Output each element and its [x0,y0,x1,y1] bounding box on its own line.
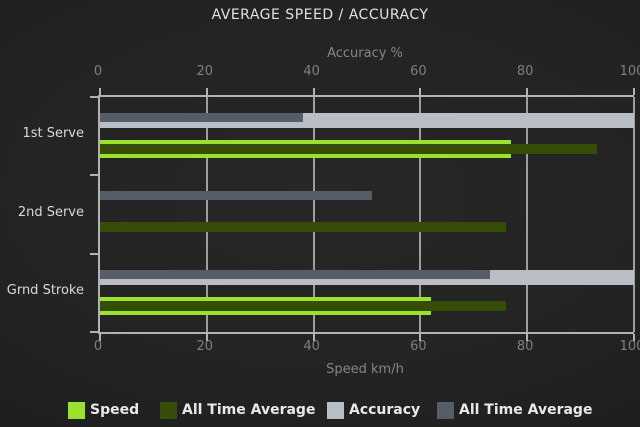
bar-speed-all-time [100,144,597,154]
speed-all-time-average-swatch-icon [160,402,177,419]
top-axis-tick [205,88,208,95]
top-axis-tick-label: 100 [619,64,640,79]
bottom-axis-tick [633,334,635,341]
bar-accuracy-all-time [100,269,490,279]
legend-item-accuracy[interactable]: Accuracy [327,402,420,419]
speed-swatch-icon [68,402,85,419]
legend-item-speed[interactable]: Speed [68,402,139,419]
category-row [100,175,634,253]
bottom-axis-tick [312,334,315,341]
bottom-axis-tick-label: 100 [619,339,640,354]
category-label: 2nd Serve [17,204,84,220]
top-axis-tick [526,88,529,95]
legend-label: All Time Average [459,402,593,418]
category-row [100,254,634,332]
legend-item-accuracy-all-time-average[interactable]: All Time Average [437,402,592,419]
category-label: Grnd Stroke [6,282,84,298]
category-axis-tick [90,331,98,333]
legend-item-speed-all-time-average[interactable]: All Time Average [160,402,315,419]
accuracy-all-time-average-swatch-icon [437,402,454,419]
gridline [419,97,422,332]
bar-speed-all-time [100,300,506,311]
bottom-axis-tick [205,334,208,341]
bottom-axis-tick [419,334,422,341]
top-axis-tick [633,88,635,95]
top-axis-tick [419,88,422,95]
category-label: 1st Serve [22,126,84,142]
bottom-axis-tick-label: 20 [196,339,214,354]
bar-speed-all-time [100,222,506,233]
category-row [100,97,634,175]
top-axis-tick [312,88,315,95]
bottom-axis-tick [526,334,529,341]
top-axis-tick-label: 80 [516,64,534,79]
chart-title: AVERAGE SPEED / ACCURACY [211,7,429,23]
top-axis-tick-label: 20 [196,64,214,79]
top-axis-tick [99,88,101,95]
gridline [633,97,635,332]
bar-accuracy-all-time [100,113,303,122]
bottom-axis-title: Speed km/h [326,362,404,377]
bottom-axis-tick [99,334,101,341]
gridline [205,97,208,332]
top-axis-tick-label: 40 [303,64,320,79]
plot-area [90,88,635,341]
bottom-axis-tick-label: 40 [303,339,320,354]
top-axis-tick-label: 60 [410,64,427,79]
bottom-axis-tick-label: 0 [93,339,103,354]
bottom-axis-tick-label: 60 [410,339,427,354]
legend-label: Accuracy [349,402,421,418]
gridline [312,97,315,332]
category-axis-tick [90,252,98,255]
top-axis-title: Accuracy % [327,46,403,61]
category-axis-tick [90,96,98,98]
legend-label: Speed [90,402,140,418]
accuracy-swatch-icon [327,402,344,419]
legend-label: All Time Average [182,402,316,418]
legend: Speed All Time Average Accuracy All Time… [0,402,640,422]
gridline [526,97,529,332]
category-axis-tick [90,174,98,177]
bottom-axis-tick-label: 80 [516,339,534,354]
bar-accuracy-all-time [100,191,373,201]
top-axis-tick-label: 0 [93,64,103,79]
